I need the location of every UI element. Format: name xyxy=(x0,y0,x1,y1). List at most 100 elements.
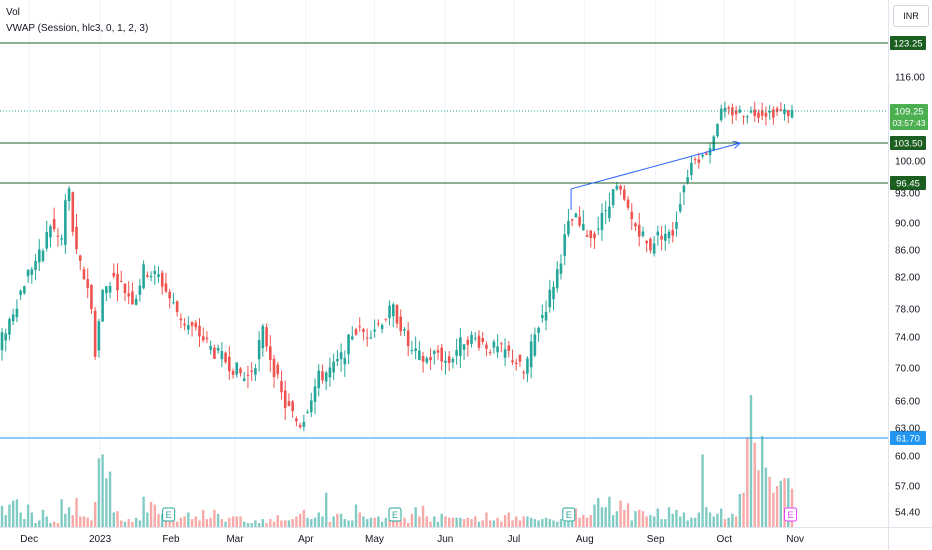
candle-body xyxy=(220,350,224,360)
volume-bar xyxy=(507,512,510,527)
candle-body xyxy=(395,305,399,324)
earnings-marker-label: E xyxy=(566,510,572,520)
support-price-label: 61.70 xyxy=(896,434,920,445)
candle-body xyxy=(15,308,19,318)
volume-bar xyxy=(56,523,60,527)
candle-body xyxy=(26,269,30,277)
volume-indicator-label[interactable]: Vol xyxy=(6,7,20,18)
volume-bar xyxy=(656,508,660,527)
candle-body xyxy=(105,286,108,294)
volume-bar xyxy=(734,516,738,527)
candle-body xyxy=(582,224,585,231)
volume-bar xyxy=(64,513,67,527)
candle-body xyxy=(71,192,75,232)
volume-bar xyxy=(243,521,246,527)
volume-bar xyxy=(254,520,257,527)
candle-body xyxy=(522,372,525,374)
candle-body xyxy=(4,333,8,341)
candle-body xyxy=(533,334,537,356)
volume-bar xyxy=(220,519,224,527)
candle-body xyxy=(414,348,417,351)
volume-bar xyxy=(131,521,134,527)
candle-body xyxy=(600,212,604,231)
volume-bar xyxy=(190,519,194,527)
candle-body xyxy=(328,367,332,378)
candle-body xyxy=(291,401,294,412)
candle-body xyxy=(365,337,369,339)
candle-body xyxy=(343,358,347,365)
candle-body xyxy=(697,159,701,163)
earnings-marker-icon[interactable] xyxy=(784,507,798,522)
volume-bar xyxy=(310,519,313,527)
volume-bar xyxy=(526,516,529,527)
earnings-marker-icon[interactable] xyxy=(388,507,402,522)
candle-body xyxy=(675,221,678,229)
volume-bar xyxy=(146,512,149,527)
volume-bar xyxy=(343,519,347,527)
candle-body xyxy=(134,298,138,305)
candle-body xyxy=(283,390,287,409)
volume-bar xyxy=(205,519,209,527)
candle-body xyxy=(93,310,97,357)
volume-bar xyxy=(388,520,391,527)
candle-body xyxy=(90,284,93,309)
trend-line[interactable] xyxy=(570,142,741,190)
candle-body xyxy=(563,234,566,257)
candle-body xyxy=(123,283,127,294)
candle-body xyxy=(82,269,86,280)
candle-body xyxy=(608,206,611,219)
volume-bar xyxy=(641,511,645,527)
candle-body xyxy=(380,325,384,329)
candle-body xyxy=(34,260,37,271)
volume-bar xyxy=(11,500,15,527)
volume-bar xyxy=(712,516,715,527)
volume-bar xyxy=(71,515,75,527)
volume-bar xyxy=(690,517,693,527)
volume-bar xyxy=(459,517,462,527)
earnings-marker-icon[interactable] xyxy=(562,507,576,522)
volume-bar xyxy=(127,519,130,527)
currency-button[interactable]: INR xyxy=(893,5,929,27)
volume-bar xyxy=(354,504,358,527)
candle-body xyxy=(142,264,145,289)
volume-bar xyxy=(19,512,22,527)
volume-bar xyxy=(541,519,544,527)
volume-bar xyxy=(134,517,138,527)
candle-body xyxy=(559,263,563,274)
candle-body xyxy=(30,269,34,275)
volume-bar xyxy=(716,513,719,527)
time-tick-label: Mar xyxy=(226,534,244,545)
candle-body xyxy=(541,315,544,319)
price-tick-label: 90.00 xyxy=(895,219,920,230)
candle-body xyxy=(324,372,328,382)
candle-body xyxy=(753,109,757,116)
candle-body xyxy=(175,301,179,313)
candle-body xyxy=(459,337,462,357)
volume-bar xyxy=(779,480,783,527)
candle-body xyxy=(164,283,168,292)
candle-body xyxy=(160,272,164,287)
volume-bar xyxy=(112,512,115,527)
volume-bar xyxy=(298,513,302,527)
candle-body xyxy=(745,116,749,118)
earnings-marker-icon[interactable] xyxy=(162,507,176,522)
candle-body xyxy=(138,285,142,295)
price-axis: 116.00 100.00 93.00 90.00 86.00 82.00 78.00 74.… xyxy=(888,0,926,550)
volume-bar xyxy=(611,515,615,527)
volume-bar xyxy=(105,478,108,527)
candle-body xyxy=(287,401,291,406)
candle-body xyxy=(455,350,458,356)
volume-bar xyxy=(45,516,48,527)
volume-bar xyxy=(15,499,19,527)
candle-body xyxy=(41,250,45,261)
candle-body xyxy=(391,304,395,317)
candle-body xyxy=(302,421,306,427)
volume-bar xyxy=(67,507,71,527)
vwap-indicator-label[interactable]: VWAP (Session, hlc3, 0, 1, 2, 3) xyxy=(6,23,149,34)
volume-bar xyxy=(719,508,723,527)
volume-bar xyxy=(79,516,82,527)
volume-bar xyxy=(660,519,663,527)
volume-bar xyxy=(175,521,179,527)
